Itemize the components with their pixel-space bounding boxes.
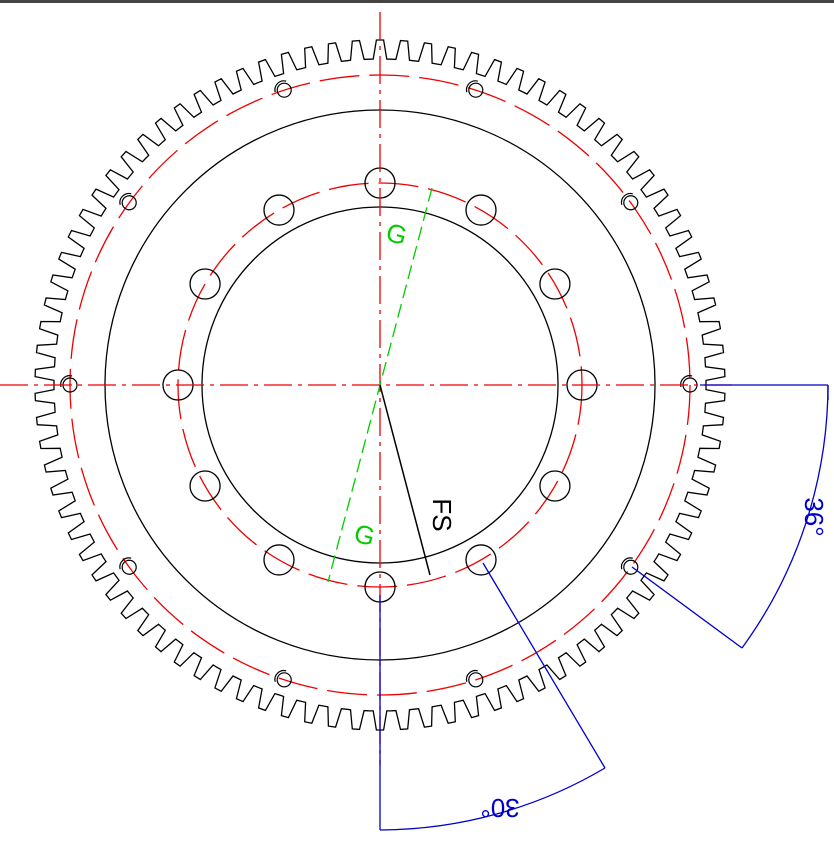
inner-hole xyxy=(264,195,294,225)
outer-hole-thread xyxy=(621,558,632,569)
g-label: G xyxy=(383,217,410,251)
gear-drawing: G G FS 36° 30° xyxy=(0,0,834,843)
angle-label: 30° xyxy=(480,793,519,823)
inner-hole xyxy=(190,269,220,299)
fs-label: FS xyxy=(427,498,457,531)
angle-label: 36° xyxy=(799,497,829,536)
dimension-30 xyxy=(380,563,605,830)
outer-hole xyxy=(624,560,638,574)
fs-line xyxy=(380,385,430,575)
top-border xyxy=(0,0,834,3)
g-label: G xyxy=(351,518,378,552)
